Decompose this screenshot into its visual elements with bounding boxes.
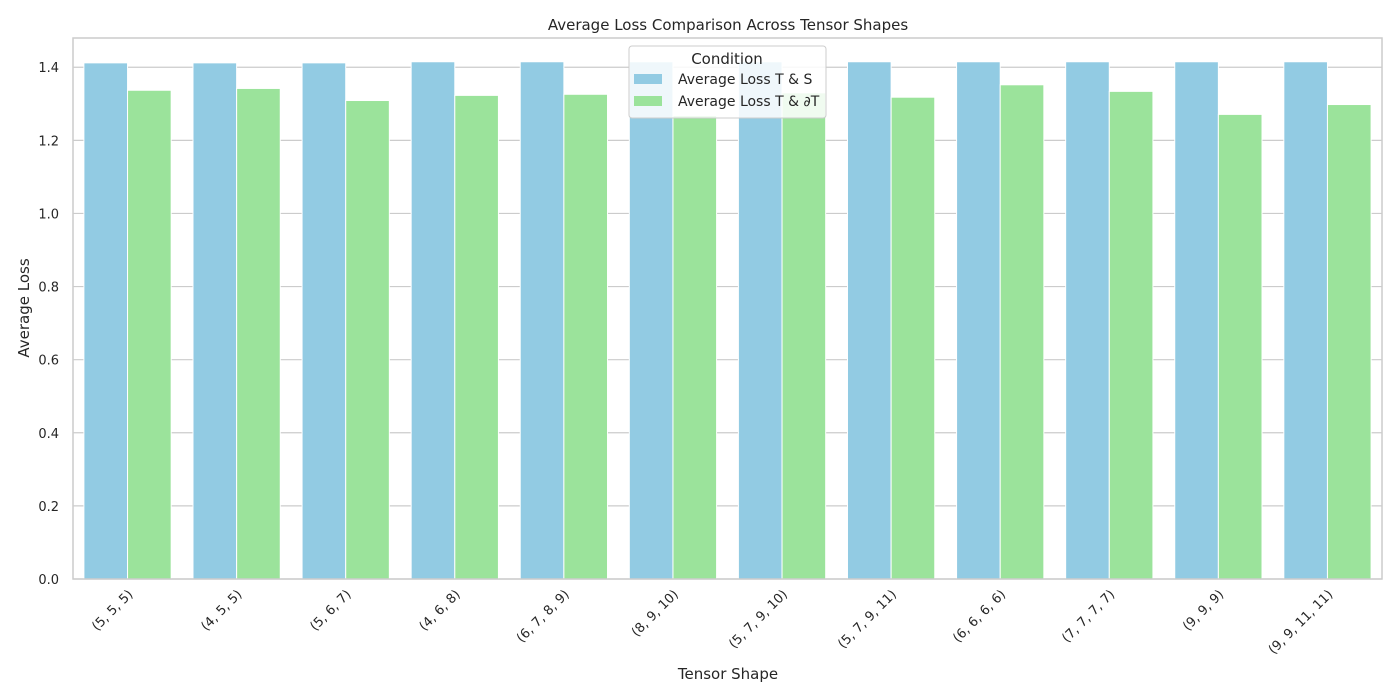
legend-label-0: Average Loss T & S (678, 72, 812, 88)
bar-series-1-cat-0 (127, 89, 172, 580)
x-tick-label-1: (4, 5, 5) (198, 587, 245, 634)
legend-swatch-1 (634, 96, 662, 106)
y-axis-ticks: 0.0 0.2 0.4 0.6 0.8 1.0 1.2 1.4 (38, 61, 59, 588)
y-tick-label-5: 1.0 (38, 207, 59, 222)
x-axis-label: Tensor Shape (677, 665, 778, 683)
bar-series-0-cat-3 (410, 61, 456, 580)
y-tick-label-7: 1.4 (38, 61, 59, 76)
legend-box (628, 45, 827, 119)
x-tick-label-7: (5, 7, 9, 11) (835, 587, 900, 652)
bar-series-0-cat-7 (846, 61, 892, 580)
x-tick-label-0: (5, 5, 5) (89, 587, 136, 634)
y-tick-label-4: 0.8 (38, 281, 59, 296)
plot-area (73, 38, 1382, 579)
x-axis-ticks: (5, 5, 5) (4, 5, 5) (5, 6, 7) (4, 6, 8) (6, … (89, 587, 1336, 657)
bar-series-0-cat-4 (519, 61, 565, 580)
y-tick-label-6: 1.2 (38, 134, 59, 149)
legend-swatch-0 (634, 74, 662, 84)
chart-title: Average Loss Comparison Across Tensor Sh… (548, 16, 909, 34)
legend: Condition Average Loss T & S Average Los… (628, 45, 827, 119)
y-axis-label: Average Loss (15, 258, 33, 357)
x-tick-label-8: (6, 6, 6, 6) (950, 587, 1009, 646)
bar-series-0-cat-0 (83, 62, 129, 580)
legend-title: Condition (691, 50, 763, 68)
bar-series-0-cat-8 (956, 61, 1001, 580)
bar-series-0-cat-1 (192, 62, 238, 580)
bar-series-1-cat-4 (563, 93, 609, 580)
x-tick-label-9: (7, 7, 7, 7) (1059, 587, 1118, 646)
x-tick-label-11: (9, 9, 11, 11) (1266, 587, 1336, 657)
x-tick-label-5: (8, 9, 10) (629, 587, 682, 640)
bar-series-1-cat-6 (781, 92, 827, 580)
bar-series-1-cat-11 (1326, 104, 1372, 580)
x-tick-label-2: (5, 6, 7) (308, 587, 355, 634)
x-tick-label-10: (9, 9, 9) (1180, 587, 1227, 634)
bars (83, 61, 1372, 580)
y-tick-label-1: 0.2 (38, 500, 59, 515)
bar-series-1-cat-1 (236, 87, 281, 580)
bar-series-1-cat-2 (345, 100, 390, 580)
bar-series-1-cat-3 (454, 94, 499, 580)
y-tick-label-3: 0.6 (38, 354, 59, 369)
bar-series-0-cat-5 (628, 61, 674, 580)
bar-series-1-cat-9 (1108, 90, 1154, 580)
plot-frame (72, 37, 1383, 580)
bar-series-0-cat-11 (1283, 61, 1328, 580)
y-tick-label-0: 0.0 (38, 573, 59, 588)
bar-series-0-cat-2 (301, 62, 347, 580)
bar-series-0-cat-6 (737, 61, 783, 580)
bar-series-1-cat-8 (999, 84, 1045, 580)
x-tick-label-3: (4, 6, 8) (417, 587, 464, 634)
legend-label-1: Average Loss T & ∂T (678, 94, 820, 110)
bar-series-0-cat-9 (1065, 61, 1110, 580)
bar-series-1-cat-7 (890, 96, 936, 580)
bar-series-0-cat-10 (1174, 61, 1219, 580)
bar-series-1-cat-10 (1217, 113, 1263, 580)
x-tick-label-6: (5, 7, 9, 10) (726, 587, 791, 652)
bar-series-1-cat-5 (672, 114, 718, 580)
y-tick-label-2: 0.4 (38, 427, 59, 442)
x-tick-label-4: (6, 7, 8, 9) (514, 587, 573, 646)
